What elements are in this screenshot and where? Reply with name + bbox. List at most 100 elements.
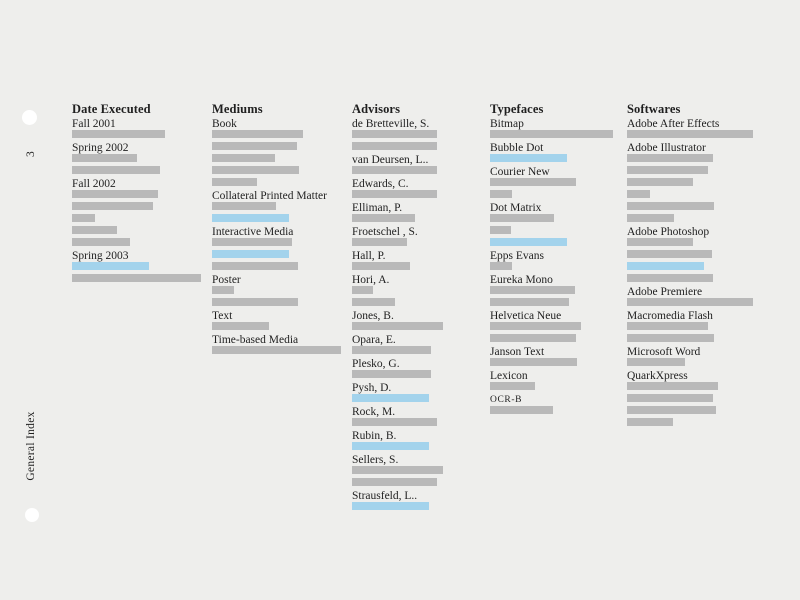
entry-label: Book <box>212 118 237 130</box>
group-opara-e: Opara, E. <box>352 334 492 354</box>
entry-bars <box>627 358 767 366</box>
entry-bar-highlight <box>212 250 289 258</box>
column-mediums: Mediums Book Collateral Printed Matter I… <box>212 102 352 358</box>
entry-bar <box>490 406 553 414</box>
entry-bars <box>352 214 492 222</box>
column-header: Typefaces <box>490 102 544 116</box>
entry-label: de Bretteville, S. <box>352 118 430 130</box>
entry-bars <box>490 322 630 342</box>
entry-bar <box>72 202 153 210</box>
group-fall-2002: Fall 2002 <box>72 178 212 246</box>
entry-bar <box>627 322 708 330</box>
entry-bars <box>352 262 492 270</box>
group-pysh-d: Pysh, D. <box>352 382 492 402</box>
entry-bar <box>627 154 713 162</box>
entry-bar <box>627 394 713 402</box>
entry-label: Pysh, D. <box>352 382 392 394</box>
entry-bar <box>490 214 554 222</box>
group-rock-m: Rock, M. <box>352 406 492 426</box>
entry-label: Elliman, P. <box>352 202 403 214</box>
entry-bar <box>352 262 410 270</box>
entry-label: OCR-B <box>490 395 523 405</box>
entry-bars <box>490 382 630 390</box>
column-groups: de Bretteville, S. van Deursen, L.. Edwa… <box>352 118 492 510</box>
entry-bar <box>72 154 137 162</box>
group-plesko-g: Plesko, G. <box>352 358 492 378</box>
entry-bar-highlight <box>352 394 429 402</box>
entry-bar <box>627 190 650 198</box>
group-bubble-dot: Bubble Dot <box>490 142 630 162</box>
entry-label: Plesko, G. <box>352 358 400 370</box>
entry-bar <box>212 322 269 330</box>
entry-bar <box>490 226 511 234</box>
entry-bars <box>627 322 767 342</box>
entry-label: Eureka Mono <box>490 274 553 286</box>
group-microsoft-word: Microsoft Word <box>627 346 767 366</box>
entry-bars <box>352 190 492 198</box>
entry-bar <box>490 382 535 390</box>
entry-label: Strausfeld, L.. <box>352 490 418 502</box>
entry-bars <box>352 370 492 378</box>
entry-label: Rubin, B. <box>352 430 397 442</box>
entry-label: Jones, B. <box>352 310 394 322</box>
entry-bar <box>72 190 158 198</box>
group-edwards-c: Edwards, C. <box>352 178 492 198</box>
entry-bar <box>627 298 753 306</box>
entry-bars <box>72 262 212 282</box>
entry-bars <box>490 286 630 306</box>
entry-bars <box>490 262 630 270</box>
entry-label: Opara, E. <box>352 334 396 346</box>
entry-bar <box>627 382 718 390</box>
entry-bar <box>352 478 437 486</box>
entry-label: Epps Evans <box>490 250 544 262</box>
entry-label: van Deursen, L.. <box>352 154 429 166</box>
entry-bar <box>627 418 673 426</box>
entry-label: Time-based Media <box>212 334 299 346</box>
entry-bars <box>72 154 212 174</box>
entry-label: Collateral Printed Matter <box>212 190 327 202</box>
entry-bar <box>212 238 292 246</box>
entry-bar <box>490 298 569 306</box>
column-date-executed: Date Executed Fall 2001 Spring 2002 Fall… <box>72 102 212 286</box>
entry-bar <box>352 142 437 150</box>
entry-label: Janson Text <box>490 346 545 358</box>
entry-label: Macromedia Flash <box>627 310 713 322</box>
group-janson-text: Janson Text <box>490 346 630 366</box>
group-time-based-media: Time-based Media <box>212 334 352 354</box>
entry-label: Dot Matrix <box>490 202 542 214</box>
page-number: 3 <box>25 150 37 158</box>
entry-label: Helvetica Neue <box>490 310 562 322</box>
entry-bar-highlight <box>352 442 429 450</box>
entry-label: Sellers, S. <box>352 454 399 466</box>
group-quarkxpress: QuarkXpress <box>627 370 767 426</box>
entry-bar <box>72 214 95 222</box>
entry-bar <box>352 418 437 426</box>
group-elliman-p: Elliman, P. <box>352 202 492 222</box>
entry-bar <box>490 130 613 138</box>
group-jones-b: Jones, B. <box>352 310 492 330</box>
entry-label: Microsoft Word <box>627 346 701 358</box>
group-epps-evans: Epps Evans <box>490 250 630 270</box>
group-helvetica-neue: Helvetica Neue <box>490 310 630 342</box>
column-typefaces: Typefaces Bitmap Bubble Dot Courier New … <box>490 102 630 418</box>
entry-bars <box>212 346 352 354</box>
entry-bars <box>352 442 492 450</box>
entry-label: Adobe Premiere <box>627 286 703 298</box>
entry-bar <box>72 226 117 234</box>
entry-bars <box>490 130 630 138</box>
column-advisors: Advisors de Bretteville, S. van Deursen,… <box>352 102 492 514</box>
entry-label: Adobe Illustrator <box>627 142 706 154</box>
entry-bar <box>352 190 437 198</box>
group-strausfeld-l: Strausfeld, L.. <box>352 490 492 510</box>
entry-bar <box>352 322 443 330</box>
entry-bars <box>352 418 492 426</box>
entry-bar-highlight <box>627 262 704 270</box>
entry-bar <box>490 190 512 198</box>
entry-bars <box>627 382 767 426</box>
entry-bars <box>490 214 630 246</box>
entry-label: Text <box>212 310 233 322</box>
entry-label: Fall 2001 <box>72 118 116 130</box>
group-adobe-illustrator: Adobe Illustrator <box>627 142 767 222</box>
group-courier-new: Courier New <box>490 166 630 198</box>
